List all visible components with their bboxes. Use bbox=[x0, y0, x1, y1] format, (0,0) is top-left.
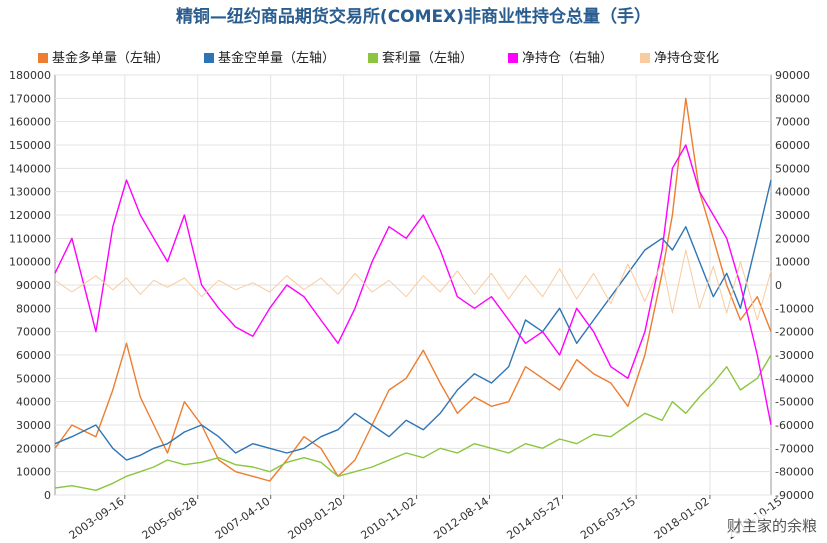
y-right-tick-label: 90000 bbox=[775, 69, 810, 82]
x-tick-label: 2003-09-16 bbox=[67, 495, 127, 542]
series-line-3 bbox=[54, 144, 772, 426]
y-left-tick-label: 50000 bbox=[16, 372, 51, 385]
x-tick-label: 2018-01-02 bbox=[652, 495, 712, 542]
y-right-tick-label: 40000 bbox=[775, 186, 810, 199]
y-right-tick-label: 10000 bbox=[775, 256, 810, 269]
grid bbox=[54, 74, 772, 496]
y-right-tick-label: -70000 bbox=[775, 442, 814, 455]
y-right-tick-label: -80000 bbox=[775, 466, 814, 479]
y-left-tick-label: 130000 bbox=[9, 186, 51, 199]
y-right-tick-label: 50000 bbox=[775, 162, 810, 175]
x-tick-label: 2009-01-20 bbox=[286, 495, 346, 542]
legend-swatch bbox=[38, 53, 48, 63]
y-left-tick-label: 70000 bbox=[16, 326, 51, 339]
legend: 基金多单量（左轴） 基金空单量（左轴） 套利量（左轴） 净持仓（右轴） 净持仓变… bbox=[38, 47, 798, 67]
legend-swatch bbox=[204, 53, 214, 63]
series-line-0 bbox=[54, 97, 772, 482]
series-line-2 bbox=[54, 354, 772, 491]
legend-label: 净持仓（右轴） bbox=[522, 51, 614, 66]
y-right-tick-label: 80000 bbox=[775, 92, 810, 105]
legend-item-short[interactable]: 基金空单量（左轴） bbox=[204, 47, 335, 66]
y-right-tick-label: 20000 bbox=[775, 232, 810, 245]
y-left-tick-label: 180000 bbox=[9, 69, 51, 82]
legend-label: 基金多单量（左轴） bbox=[52, 51, 170, 66]
legend-item-long[interactable]: 基金多单量（左轴） bbox=[38, 47, 169, 66]
x-tick-label: 2010-11-02 bbox=[358, 495, 418, 542]
x-tick-label: 2016-03-15 bbox=[578, 495, 638, 542]
y-right-tick-label: -20000 bbox=[775, 326, 814, 339]
y-left-tick-label: 0 bbox=[44, 489, 51, 502]
series-layer bbox=[54, 97, 772, 491]
y-right-tick-label: 70000 bbox=[775, 116, 810, 129]
legend-item-net[interactable]: 净持仓（右轴） bbox=[508, 47, 613, 66]
y-left-tick-label: 30000 bbox=[16, 419, 51, 432]
series-line-1 bbox=[54, 179, 772, 461]
y-right-tick-label: 30000 bbox=[775, 209, 810, 222]
y-left-tick-label: 120000 bbox=[9, 209, 51, 222]
legend-item-net-change[interactable]: 净持仓变化 bbox=[640, 47, 719, 66]
x-tick-label: 2007-04-10 bbox=[213, 495, 273, 542]
x-tick-label: 2014-05-27 bbox=[504, 495, 564, 542]
y-left-tick-label: 110000 bbox=[9, 232, 51, 245]
legend-label: 基金空单量（左轴） bbox=[218, 51, 336, 66]
y-right-tick-label: -10000 bbox=[775, 302, 814, 315]
x-tick-label: 2005-06-28 bbox=[140, 495, 200, 542]
chart-title: 精铜—纽约商品期货交易所(COMEX)非商业性持仓总量（手） bbox=[175, 7, 652, 27]
legend-swatch bbox=[640, 53, 650, 63]
y-right-tick-label: -30000 bbox=[775, 349, 814, 362]
y-left-tick-label: 100000 bbox=[9, 256, 51, 269]
legend-label: 净持仓变化 bbox=[654, 51, 720, 66]
y-right-tick-label: -50000 bbox=[775, 396, 814, 409]
series-line-4 bbox=[54, 249, 772, 321]
legend-swatch bbox=[368, 53, 378, 63]
y-left-tick-label: 170000 bbox=[9, 92, 51, 105]
y-left-tick-label: 40000 bbox=[16, 396, 51, 409]
y-left-tick-label: 80000 bbox=[16, 302, 51, 315]
legend-label: 套利量（左轴） bbox=[382, 51, 474, 66]
y-left-tick-label: 150000 bbox=[9, 139, 51, 152]
y-left-tick-label: 60000 bbox=[16, 349, 51, 362]
y-right-tick-label: -60000 bbox=[775, 419, 814, 432]
y-right-tick-label: -40000 bbox=[775, 372, 814, 385]
y-right-tick-label: 0 bbox=[775, 279, 782, 292]
legend-item-spread[interactable]: 套利量（左轴） bbox=[368, 47, 473, 66]
y-left-tick-label: 20000 bbox=[16, 442, 51, 455]
y-left-tick-label: 90000 bbox=[16, 279, 51, 292]
y-left-tick-label: 10000 bbox=[16, 466, 51, 479]
y-left-tick-label: 140000 bbox=[9, 162, 51, 175]
legend-swatch bbox=[508, 53, 518, 63]
x-tick-label: 2012-08-14 bbox=[431, 495, 491, 542]
y-right-tick-label: 60000 bbox=[775, 139, 810, 152]
y-right-tick-label: -90000 bbox=[775, 489, 814, 502]
y-left-tick-label: 160000 bbox=[9, 116, 51, 129]
watermark-text: 财主家的余粮 bbox=[722, 514, 821, 537]
